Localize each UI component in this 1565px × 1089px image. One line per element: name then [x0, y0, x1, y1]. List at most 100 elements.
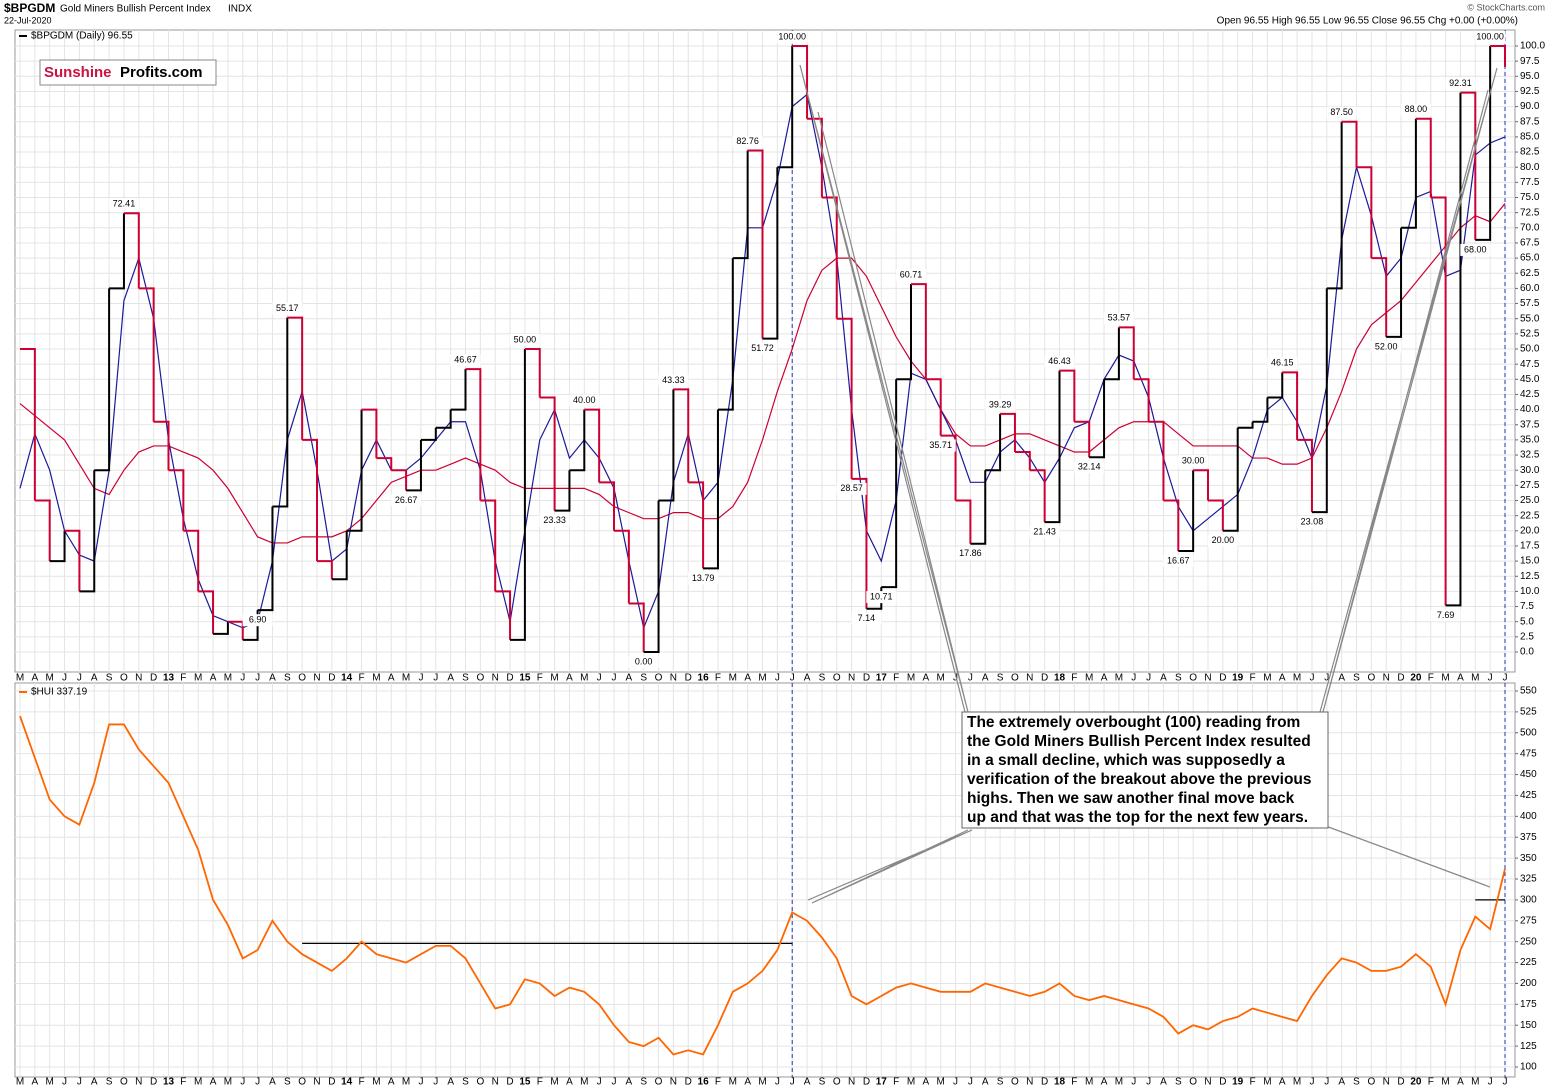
x-tick-label: J — [953, 673, 958, 684]
step-segment — [94, 288, 111, 472]
x-tick-label: D — [1041, 1077, 1048, 1088]
y-tick-label: 300 — [1520, 895, 1537, 906]
x-tick-label: A — [566, 1077, 573, 1088]
x-tick-label: A — [32, 1077, 39, 1088]
step-segment — [1044, 370, 1061, 524]
value-label: 32.14 — [1078, 462, 1101, 472]
x-tick-label: J — [240, 673, 245, 684]
step-segment — [34, 499, 51, 562]
y-tick-label: 100 — [1520, 1062, 1537, 1073]
x-tick-label: O — [1189, 673, 1197, 684]
step-segment — [807, 117, 823, 198]
callout — [1319, 67, 1498, 713]
y-tick-label: 55.0 — [1520, 313, 1540, 324]
value-label: 72.41 — [113, 199, 136, 209]
step-segment — [1386, 227, 1403, 338]
y-tick-label: 27.5 — [1520, 480, 1540, 491]
annotation-box — [961, 711, 1329, 829]
x-tick-label: M — [372, 673, 380, 684]
x-tick-label: S — [462, 673, 469, 684]
value-label: 23.33 — [543, 515, 566, 525]
x-tick-label: N — [848, 1077, 855, 1088]
step-segment — [213, 621, 229, 635]
quote: Open 96.55 High 96.55 Low 96.55 Close 96… — [1217, 16, 1518, 27]
x-tick-label: A — [1279, 1077, 1286, 1088]
step-segment — [1178, 470, 1195, 552]
x-tick-label: M — [1263, 673, 1271, 684]
x-tick-label: F — [715, 1077, 721, 1088]
x-tick-label: 15 — [519, 1077, 531, 1088]
y-tick-label: 45.0 — [1520, 374, 1540, 385]
annotation-line: up and that was the top for the next few… — [967, 809, 1308, 826]
x-tick-label: M — [46, 1077, 54, 1088]
step-segment — [287, 316, 304, 440]
x-tick-label: A — [1338, 673, 1345, 684]
value-label: 68.00 — [1464, 244, 1487, 254]
step-segment — [658, 389, 675, 502]
y-tick-label: 25.0 — [1520, 495, 1540, 506]
y-tick-label: 150 — [1520, 1020, 1537, 1031]
x-tick-label: D — [863, 1077, 870, 1088]
x-tick-label: J — [1503, 673, 1508, 684]
label-bg — [688, 572, 719, 585]
x-tick-label: S — [1175, 1077, 1182, 1088]
legend-label: $BPGDM (Daily) 96.55 — [31, 31, 133, 42]
x-tick-label: D — [685, 673, 692, 684]
step-segment — [20, 348, 36, 501]
label-bg — [628, 656, 659, 668]
y-tick-label: 47.5 — [1520, 359, 1540, 370]
x-tick-label: J — [418, 673, 423, 684]
x-tick-label: D — [1041, 673, 1048, 684]
y-tick-label: 525 — [1520, 707, 1537, 718]
x-tick-label: F — [1428, 1077, 1434, 1088]
x-tick-label: F — [893, 1077, 899, 1088]
y-tick-label: 125 — [1520, 1041, 1537, 1052]
y-tick-label: 85.0 — [1520, 132, 1540, 143]
x-tick-label: O — [655, 1077, 663, 1088]
x-tick-label: O — [1367, 1077, 1375, 1088]
y-tick-label: 475 — [1520, 748, 1537, 759]
step-segment — [1341, 120, 1358, 168]
x-tick-label: A — [1160, 673, 1167, 684]
step-segment — [777, 46, 794, 169]
x-tick-label: J — [77, 1077, 82, 1088]
x-tick-label: O — [655, 673, 663, 684]
step-segment — [465, 368, 482, 501]
y-tick-label: 60.0 — [1520, 283, 1540, 294]
x-tick-label: J — [418, 1077, 423, 1088]
x-tick-label: O — [1367, 673, 1375, 684]
step-segment — [1163, 499, 1180, 551]
step-segment — [183, 529, 200, 592]
x-tick-label: A — [1338, 1077, 1345, 1088]
y-tick-label: 80.0 — [1520, 162, 1540, 173]
x-tick-label: M — [1115, 1077, 1123, 1088]
x-tick-label: A — [804, 1077, 811, 1088]
y-tick-label: 97.5 — [1520, 56, 1540, 67]
step-segment — [1267, 372, 1284, 399]
x-tick-label: F — [537, 1077, 543, 1088]
annotation-line: verification of the breakout above the p… — [967, 771, 1312, 788]
x-tick-label: M — [1471, 673, 1479, 684]
step-segment — [450, 369, 467, 411]
x-tick-label: A — [210, 1077, 217, 1088]
step-segment — [970, 470, 987, 545]
value-label: 100.00 — [1476, 31, 1504, 41]
step-segment — [1193, 469, 1209, 501]
label-bg — [1267, 357, 1298, 370]
value-label: 46.43 — [1048, 356, 1071, 366]
step-segment — [896, 284, 912, 381]
y-tick-label: 32.5 — [1520, 450, 1540, 461]
x-tick-label: N — [135, 673, 142, 684]
y-tick-label: 95.0 — [1520, 71, 1540, 82]
x-tick-label: A — [210, 673, 217, 684]
x-tick-label: S — [640, 1077, 647, 1088]
x-tick-label: N — [1383, 1077, 1390, 1088]
step-segment — [732, 150, 749, 260]
x-tick-label: 18 — [1054, 673, 1066, 684]
step-segment — [1430, 196, 1447, 606]
step-segment — [673, 388, 690, 483]
y-tick-label: 10.0 — [1520, 586, 1540, 597]
panel-frame — [14, 682, 1516, 1078]
y-tick-label: 20.0 — [1520, 525, 1540, 536]
label-bg — [836, 482, 867, 495]
